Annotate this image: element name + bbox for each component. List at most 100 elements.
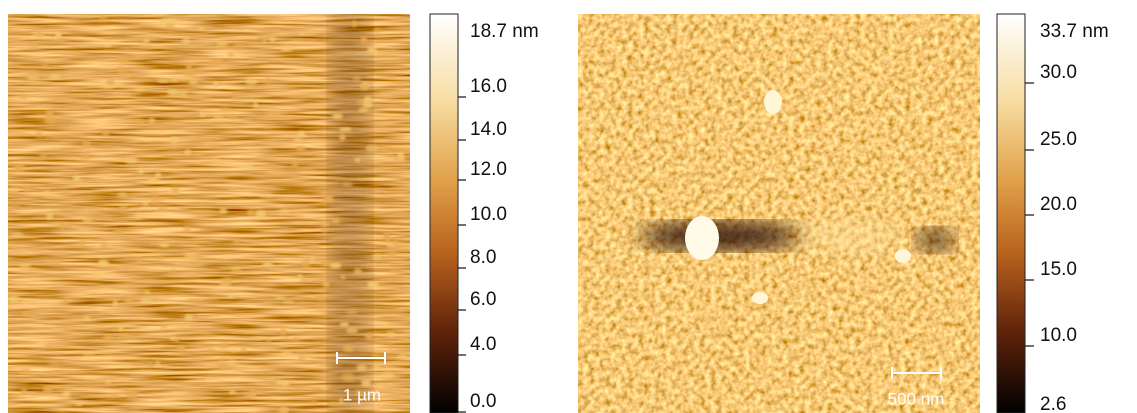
afm-grain bbox=[104, 380, 112, 385]
afm-grain bbox=[264, 77, 272, 85]
afm-grain bbox=[274, 296, 287, 300]
afm-grain bbox=[20, 368, 32, 376]
afm-grain bbox=[322, 281, 331, 288]
afm-grain bbox=[62, 298, 69, 305]
afm-grain bbox=[226, 114, 239, 120]
afm-grain bbox=[20, 388, 28, 395]
afm-grain bbox=[367, 281, 379, 288]
colorbar-label: 8.0 bbox=[470, 247, 496, 268]
afm-grain bbox=[397, 155, 406, 162]
afm-grain bbox=[57, 37, 66, 44]
afm-grain bbox=[365, 332, 374, 340]
afm-grain bbox=[310, 400, 318, 406]
afm-grain bbox=[363, 95, 373, 104]
afm-grain bbox=[125, 391, 138, 399]
afm-grain bbox=[297, 130, 306, 137]
afm-grain bbox=[133, 88, 146, 92]
afm-grain bbox=[184, 313, 194, 321]
afm-grain bbox=[157, 79, 170, 83]
afm-grain bbox=[148, 362, 154, 368]
afm-grain bbox=[362, 101, 374, 108]
afm-particle bbox=[685, 216, 719, 260]
afm-grain bbox=[121, 363, 132, 369]
afm-grain bbox=[249, 386, 257, 393]
afm-grain bbox=[75, 402, 83, 407]
afm-grain bbox=[21, 311, 32, 317]
afm-grain bbox=[297, 274, 303, 279]
afm-grain bbox=[174, 338, 180, 343]
afm-grain bbox=[207, 347, 215, 353]
afm-grain bbox=[23, 186, 31, 193]
afm-grain bbox=[182, 225, 192, 233]
afm-grain bbox=[100, 242, 108, 249]
afm-grain bbox=[43, 343, 57, 348]
afm-grain bbox=[339, 322, 350, 327]
afm-grain bbox=[199, 111, 206, 117]
afm-grain bbox=[361, 379, 371, 387]
afm-grain bbox=[342, 344, 355, 352]
afm-grain bbox=[182, 37, 190, 45]
afm-grain bbox=[279, 328, 287, 336]
afm-grain bbox=[142, 38, 151, 43]
afm-grain bbox=[177, 90, 188, 97]
afm-grain bbox=[356, 364, 367, 372]
afm-grain bbox=[117, 65, 125, 73]
afm-grain bbox=[31, 42, 39, 48]
afm-grain bbox=[150, 198, 163, 206]
afm-grain bbox=[165, 23, 176, 31]
afm-grain bbox=[149, 190, 161, 198]
afm-grain bbox=[47, 359, 60, 366]
afm-grain bbox=[72, 175, 80, 182]
afm-grain bbox=[372, 364, 381, 369]
afm-grain bbox=[184, 252, 198, 259]
afm-grain bbox=[261, 262, 274, 267]
afm-grain bbox=[379, 145, 390, 152]
afm-grain bbox=[358, 107, 369, 113]
afm-grain bbox=[101, 130, 110, 136]
afm-grain bbox=[279, 208, 290, 214]
afm-grain bbox=[373, 27, 382, 33]
afm-grain bbox=[170, 268, 177, 274]
colorbar bbox=[429, 13, 459, 413]
afm-grain bbox=[262, 39, 268, 44]
afm-grain bbox=[124, 297, 134, 304]
afm-grain bbox=[113, 40, 120, 45]
afm-grain bbox=[218, 341, 230, 350]
afm-grain bbox=[387, 344, 394, 350]
scale-bar-label: 500 nm bbox=[888, 389, 945, 408]
afm-grain bbox=[233, 43, 245, 50]
afm-grain bbox=[293, 385, 306, 391]
afm-grain bbox=[353, 268, 363, 274]
afm-grain bbox=[18, 263, 32, 268]
afm-grain bbox=[340, 274, 346, 280]
afm-grain bbox=[82, 351, 96, 356]
afm-grain bbox=[230, 266, 242, 272]
afm-grain bbox=[281, 335, 290, 340]
afm-grain bbox=[207, 143, 220, 148]
afm-grain bbox=[389, 266, 396, 272]
afm-grain bbox=[139, 150, 146, 156]
afm-grain bbox=[38, 340, 46, 347]
afm-grain bbox=[256, 336, 262, 341]
afm-grain bbox=[213, 81, 219, 89]
afm-grain bbox=[64, 324, 70, 332]
afm-grain bbox=[320, 227, 328, 234]
scale-bar-label: 1 µm bbox=[343, 385, 381, 404]
colorbar-label: 20.0 bbox=[1040, 194, 1077, 215]
afm-grain bbox=[280, 350, 293, 356]
afm-grain bbox=[174, 162, 188, 167]
afm-grain bbox=[280, 380, 290, 387]
afm-grain bbox=[106, 79, 115, 85]
afm-grain bbox=[354, 389, 363, 394]
colorbar-label: 25.0 bbox=[1040, 129, 1077, 150]
afm-grain bbox=[133, 118, 144, 127]
afm-grain bbox=[239, 163, 251, 169]
afm-grain bbox=[300, 277, 309, 282]
afm-grain bbox=[216, 41, 229, 47]
afm-grain bbox=[82, 218, 92, 224]
afm-grain bbox=[111, 392, 119, 398]
afm-grain bbox=[144, 290, 151, 294]
afm-grain bbox=[322, 195, 334, 203]
afm-grain bbox=[371, 352, 380, 358]
afm-grain bbox=[354, 157, 361, 163]
